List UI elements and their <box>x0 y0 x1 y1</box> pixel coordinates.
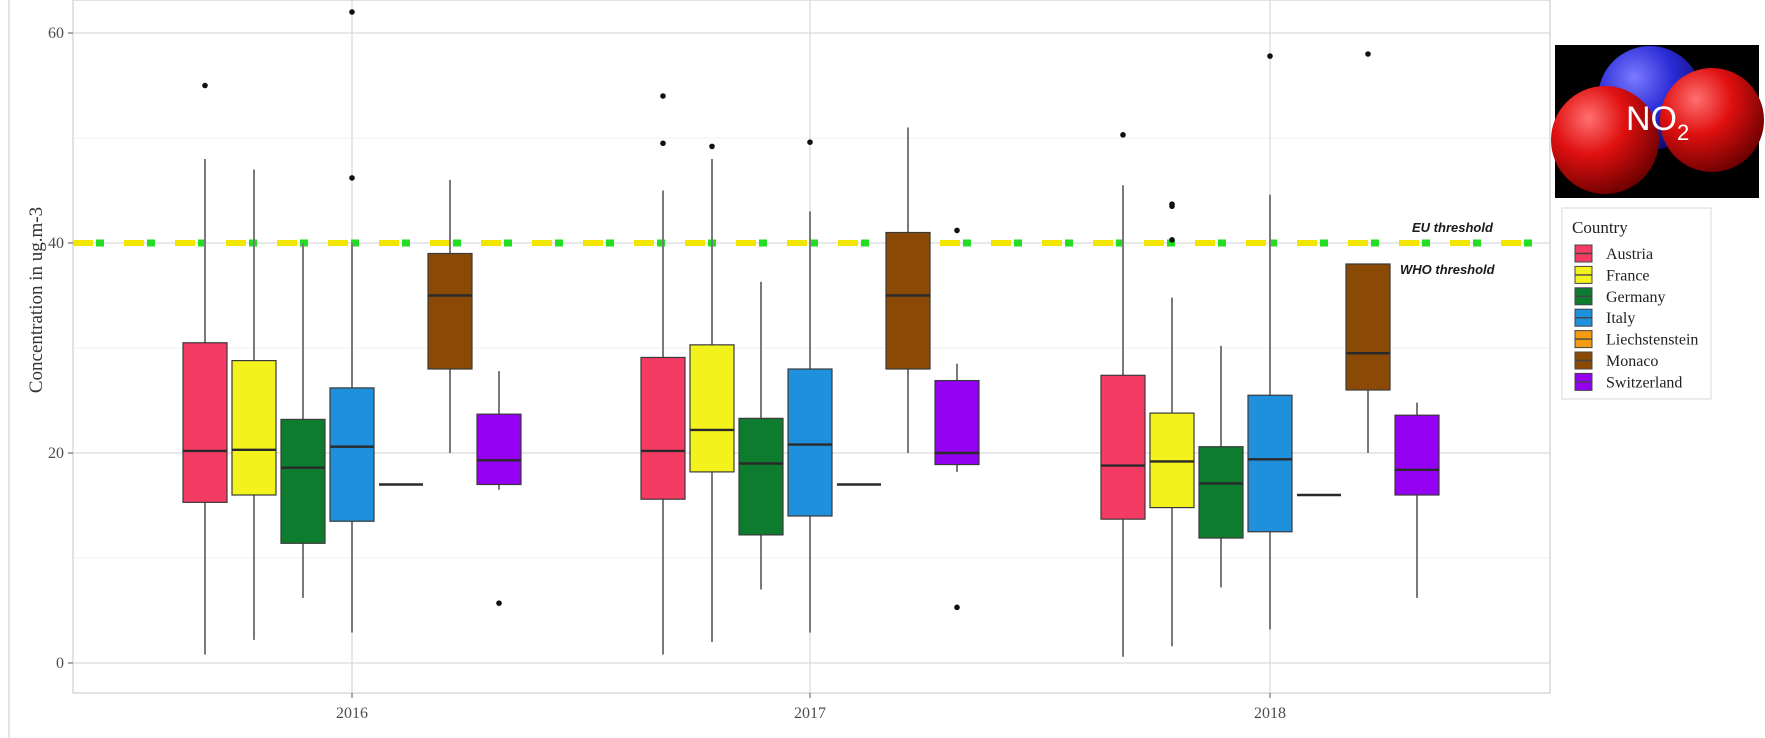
y-tick-label: 20 <box>48 445 64 462</box>
box-body <box>738 417 784 536</box>
box-switzerland-2017 <box>934 227 980 611</box>
box-france-2017 <box>689 143 735 642</box>
oxygen-atom-icon <box>1551 86 1659 194</box>
box-france-2018 <box>1149 201 1195 647</box>
badge-formula-main: NO <box>1626 100 1677 138</box>
box-france-2016 <box>231 169 277 640</box>
box-germany-2018 <box>1198 345 1244 588</box>
outlier-point <box>1267 53 1273 59</box>
y-tick-label: 40 <box>48 235 64 252</box>
box-italy-2018 <box>1247 53 1293 630</box>
x-tick-label: 2016 <box>336 705 368 722</box>
legend-label: Switzerland <box>1606 374 1682 391</box>
y-axis-title: Concentration in ug.m-3 <box>26 207 47 393</box>
outlier-point <box>1120 132 1126 138</box>
box-body <box>1345 263 1391 391</box>
box-switzerland-2016 <box>476 371 522 606</box>
box-body <box>231 360 277 496</box>
outlier-point <box>1169 237 1175 243</box>
outlier-point <box>202 82 208 89</box>
box-body <box>1247 394 1293 533</box>
box-body <box>329 387 375 522</box>
badge-formula: NO2 <box>1626 100 1689 145</box>
legend: Country Austria France Germany Italy Liechst… <box>1561 207 1712 400</box>
box-austria-2016 <box>182 82 228 655</box>
outlier-point <box>496 600 502 606</box>
box-body <box>182 342 228 503</box>
box-germany-2017 <box>738 281 784 590</box>
box-body <box>427 252 473 370</box>
legend-label: France <box>1606 267 1650 284</box>
no2-molecule-badge: NO2 <box>1551 45 1764 198</box>
outlier-point <box>660 140 666 147</box>
box-body <box>280 418 326 544</box>
box-body <box>885 231 931 370</box>
legend-label: Liechstenstein <box>1606 332 1698 349</box>
badge-formula-sub: 2 <box>1677 120 1689 145</box>
x-tick-label: 2018 <box>1254 705 1286 722</box>
legend-label: Italy <box>1606 310 1635 327</box>
legend-label: Monaco <box>1606 353 1658 370</box>
box-body <box>640 356 686 500</box>
plot-panel-border <box>72 0 1551 694</box>
outlier-point <box>709 143 715 150</box>
who-threshold-label: WHO threshold <box>1400 262 1496 277</box>
outlier-point <box>349 175 355 181</box>
y-axis-ticks: 0 20 40 60 <box>48 25 73 672</box>
y-tick-label: 0 <box>56 655 64 672</box>
y-tick-label: 60 <box>48 25 64 42</box>
x-tick-label: 2017 <box>794 705 826 722</box>
box-body <box>476 413 522 486</box>
box-monaco-2017 <box>885 127 931 453</box>
boxplot-series <box>182 9 1440 657</box>
outlier-point <box>1365 51 1371 57</box>
box-monaco-2016 <box>427 180 473 453</box>
outlier-point <box>1169 201 1175 207</box>
box-germany-2016 <box>280 243 326 598</box>
outlier-point <box>349 9 355 15</box>
legend-label: Germany <box>1606 289 1666 306</box>
outlier-point <box>954 227 960 234</box>
box-body <box>1198 446 1244 539</box>
box-austria-2018 <box>1100 132 1146 657</box>
outlier-point <box>660 93 666 99</box>
box-body <box>1100 374 1146 520</box>
plot-panel: 0 20 40 60 2016 2017 2018 <box>48 0 1551 722</box>
legend-label: Austria <box>1606 246 1653 263</box>
outlier-point <box>807 139 813 145</box>
box-austria-2017 <box>640 93 686 655</box>
box-italy-2016 <box>329 9 375 633</box>
box-body <box>1394 414 1440 496</box>
outlier-point <box>954 604 960 611</box>
eu-threshold-label: EU threshold <box>1412 220 1494 235</box>
box-switzerland-2018 <box>1394 402 1440 598</box>
box-body <box>689 344 735 473</box>
box-body <box>934 379 980 466</box>
box-body <box>787 368 833 517</box>
legend-title: Country <box>1572 218 1628 237</box>
box-monaco-2018 <box>1345 51 1391 453</box>
oxygen-atom-icon <box>1660 68 1764 172</box>
box-italy-2017 <box>787 139 833 633</box>
x-axis-ticks: 2016 2017 2018 <box>336 693 1286 722</box>
